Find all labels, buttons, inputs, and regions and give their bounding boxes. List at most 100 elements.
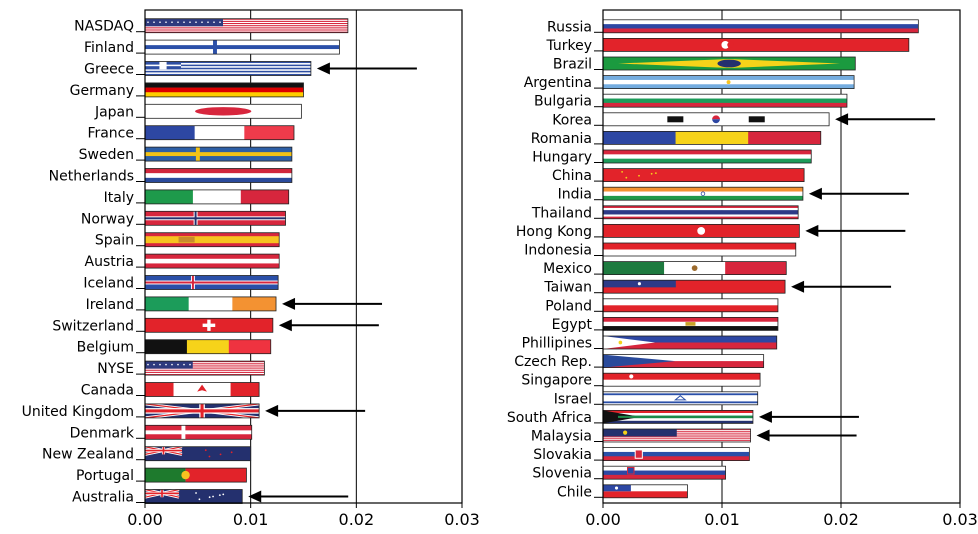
left-plot-frame bbox=[144, 9, 463, 504]
bar-spain bbox=[144, 232, 280, 248]
bar-chile bbox=[602, 484, 688, 499]
label-new-zealand: New Zealand bbox=[42, 447, 134, 463]
label-sweden: Sweden bbox=[79, 147, 134, 163]
label-nasdaq: NASDAQ bbox=[74, 19, 134, 35]
label-hungary: Hungary bbox=[532, 150, 592, 166]
bar-argentina bbox=[602, 75, 855, 89]
arrow-malaysia bbox=[756, 429, 857, 442]
bar-india bbox=[602, 186, 804, 201]
label-austria: Austria bbox=[85, 254, 134, 270]
left-panel: NASDAQ Finland Greece Germany Japan France Swe… bbox=[22, 9, 480, 529]
bar-japan bbox=[144, 103, 302, 119]
x-tick-label-0-01: 0.01 bbox=[704, 510, 740, 529]
label-france: France bbox=[87, 126, 134, 142]
bar-canada bbox=[144, 382, 260, 397]
label-argentina: Argentina bbox=[524, 75, 592, 91]
label-greece: Greece bbox=[84, 62, 134, 78]
label-poland: Poland bbox=[545, 298, 592, 314]
bar-italy bbox=[144, 189, 290, 205]
label-norway: Norway bbox=[81, 211, 134, 227]
label-mexico: Mexico bbox=[543, 261, 592, 277]
label-czech-rep: Czech Rep. bbox=[514, 354, 592, 370]
label-slovenia: Slovenia bbox=[532, 466, 592, 482]
arrow-greece bbox=[316, 62, 417, 75]
bar-nyse bbox=[144, 360, 265, 376]
bar-poland bbox=[602, 298, 779, 313]
label-thailand: Thailand bbox=[531, 205, 592, 221]
label-indonesia: Indonesia bbox=[524, 243, 592, 259]
label-ireland: Ireland bbox=[86, 297, 134, 313]
bar-austria bbox=[144, 253, 280, 269]
bar-finland bbox=[144, 39, 340, 55]
bar-greece bbox=[144, 61, 312, 76]
label-brazil: Brazil bbox=[553, 57, 592, 73]
arrow-australia bbox=[248, 490, 349, 503]
bar-romania bbox=[602, 130, 822, 145]
label-denmark: Denmark bbox=[70, 425, 135, 441]
label-phillipines: Phillipines bbox=[522, 336, 592, 352]
right-panel: Russia Turkey Brazil Argentina Bulgaria Korea… bbox=[507, 9, 978, 529]
label-portugal: Portugal bbox=[76, 468, 134, 484]
bar-russia bbox=[602, 19, 919, 34]
x-tick-label-0-03: 0.03 bbox=[942, 510, 978, 529]
bar-thailand bbox=[602, 205, 799, 220]
x-tick-label-0-00: 0.00 bbox=[585, 510, 621, 529]
label-india: India bbox=[558, 187, 592, 203]
bar-belgium bbox=[144, 339, 272, 355]
label-australia: Australia bbox=[72, 490, 134, 506]
label-korea: Korea bbox=[552, 112, 592, 128]
label-hong-kong: Hong Kong bbox=[516, 224, 592, 240]
bar-korea bbox=[602, 112, 830, 127]
arrow-hong-kong bbox=[805, 224, 906, 237]
label-netherlands: Netherlands bbox=[49, 169, 134, 185]
x-tick-label-0-02: 0.02 bbox=[823, 510, 859, 529]
label-china: China bbox=[552, 168, 592, 184]
label-romania: Romania bbox=[531, 131, 592, 147]
x-tick-label-0-00: 0.00 bbox=[127, 510, 163, 529]
label-united-kingdom: United Kingdom bbox=[22, 404, 134, 420]
x-tick-label-0-01: 0.01 bbox=[233, 510, 269, 529]
label-nyse: NYSE bbox=[97, 361, 134, 377]
label-israel: Israel bbox=[554, 391, 592, 407]
bar-phillipines bbox=[602, 335, 778, 350]
bar-hungary bbox=[602, 149, 812, 164]
label-south-africa: South Africa bbox=[507, 410, 592, 426]
arrow-korea bbox=[835, 113, 936, 126]
arrow-ireland bbox=[282, 297, 383, 310]
bar-norway bbox=[144, 210, 286, 226]
label-russia: Russia bbox=[547, 19, 592, 35]
bar-mexico bbox=[602, 261, 787, 276]
bar-czech-rep bbox=[602, 354, 765, 369]
arrow-taiwan bbox=[791, 280, 892, 293]
bar-new-zealand bbox=[144, 446, 252, 462]
x-tick-label-0-03: 0.03 bbox=[444, 510, 480, 529]
bar-ireland bbox=[144, 296, 277, 312]
arrow-south-africa bbox=[758, 410, 859, 423]
bar-united-kingdom bbox=[144, 403, 260, 419]
bar-indonesia bbox=[602, 242, 797, 257]
label-chile: Chile bbox=[557, 484, 592, 500]
bar-netherlands bbox=[144, 168, 293, 183]
label-canada: Canada bbox=[81, 383, 134, 399]
bar-denmark bbox=[144, 424, 253, 440]
bar-china bbox=[602, 168, 805, 183]
bar-singapore bbox=[602, 372, 761, 387]
bar-australia bbox=[144, 489, 243, 504]
label-iceland: Iceland bbox=[83, 276, 134, 292]
bar-turkey bbox=[602, 38, 910, 52]
label-finland: Finland bbox=[84, 40, 134, 56]
bar-egypt bbox=[602, 316, 779, 331]
label-germany: Germany bbox=[70, 83, 134, 99]
bar-taiwan bbox=[602, 279, 786, 294]
bar-israel bbox=[602, 391, 759, 406]
bar-hong-kong bbox=[602, 223, 800, 238]
label-egypt: Egypt bbox=[552, 317, 593, 333]
label-singapore: Singapore bbox=[521, 373, 592, 389]
bar-south-africa bbox=[602, 409, 754, 424]
label-switzerland: Switzerland bbox=[52, 318, 134, 334]
bar-germany bbox=[144, 82, 304, 98]
bar-nasdaq bbox=[144, 18, 349, 34]
bar-sweden bbox=[144, 146, 293, 162]
label-japan: Japan bbox=[94, 104, 134, 120]
